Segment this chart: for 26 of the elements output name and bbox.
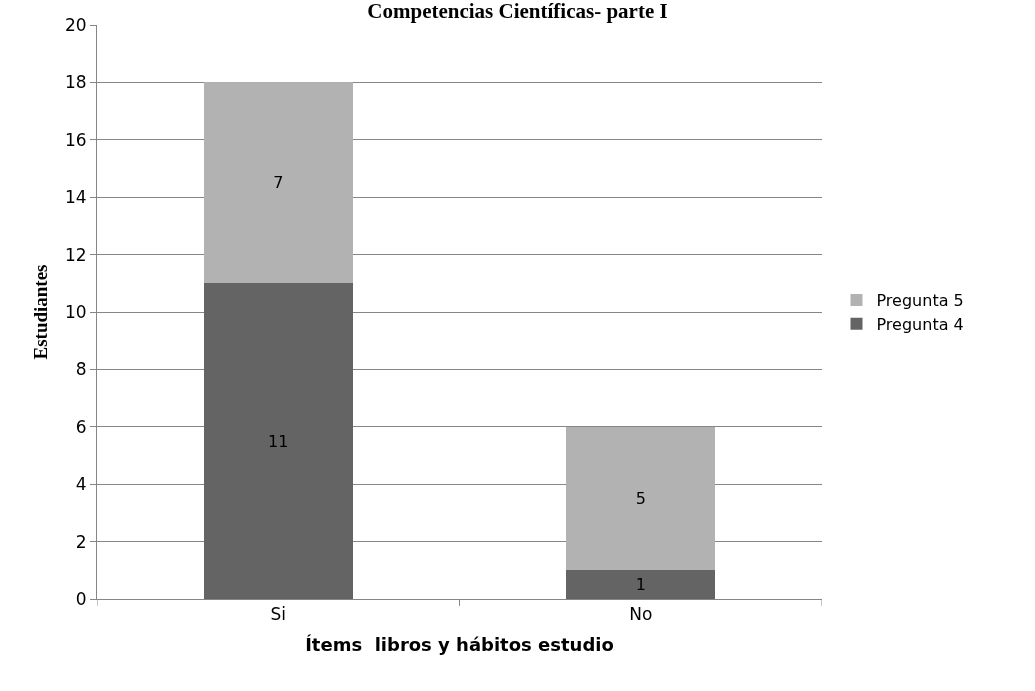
- legend-label: Pregunta 4: [876, 314, 964, 334]
- y-tick-label: 4: [75, 474, 87, 495]
- data-label: 7: [273, 173, 284, 193]
- y-tick-label: 14: [64, 187, 87, 208]
- x-tick-label: Si: [270, 604, 287, 625]
- bar: [566, 570, 716, 599]
- bar: [203, 82, 353, 284]
- data-label: 1: [635, 575, 646, 595]
- y-axis-title: Estudiantes: [29, 264, 51, 360]
- legend-label: Pregunta 5: [876, 291, 964, 311]
- data-label: 11: [268, 431, 289, 451]
- y-tick-label: 0: [75, 588, 87, 609]
- y-tick-label: 10: [64, 301, 87, 322]
- x-axis-title: Ítems libros y hábitos estudio: [305, 633, 614, 655]
- data-label: 5: [635, 489, 646, 509]
- y-tick-label: 12: [64, 244, 87, 265]
- y-tick-label: 2: [75, 531, 87, 552]
- y-tick-label: 20: [64, 14, 87, 35]
- y-tick-label: 6: [75, 416, 87, 437]
- x-tick-label: No: [629, 604, 653, 625]
- bar: [566, 426, 716, 571]
- y-tick-label: 8: [75, 359, 87, 380]
- y-tick-label: 18: [64, 72, 87, 93]
- y-tick-label: 16: [64, 129, 87, 150]
- bar: [203, 283, 353, 599]
- chart-title: Competencias Científicas- parte I: [367, 0, 668, 23]
